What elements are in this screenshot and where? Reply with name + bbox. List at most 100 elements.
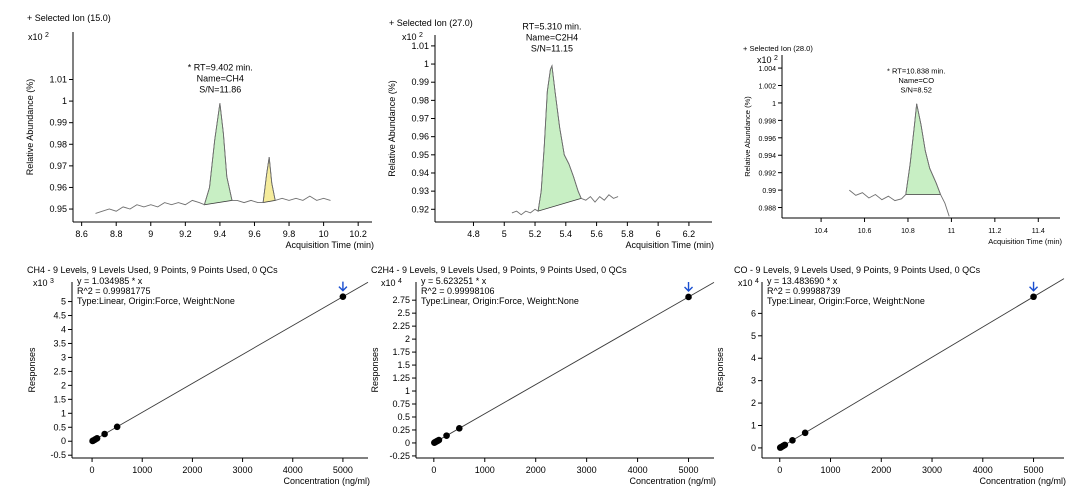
x-tick-label: 10 [319, 229, 329, 239]
y-tick-label: 1.75 [392, 347, 410, 357]
peak-annotation-line: * RT=9.402 min. [188, 62, 253, 72]
chromatogram-trace [95, 103, 331, 214]
peak-annotation-line: Name=C2H4 [526, 32, 578, 42]
y-tick-label: 0.98 [49, 139, 67, 149]
y-tick-label: 0.99 [762, 188, 776, 195]
calibration-point [93, 435, 101, 442]
y-tick-label: 1 [405, 386, 410, 396]
cal-ch4-panel: -0.5 0 0.5 1 1.5 2 2.5 3 3.5 4 4.5 5 0 1000 2000 3000 40… [27, 265, 370, 486]
y-tick-label: 1 [751, 420, 756, 430]
y-tick-label: 0.994 [758, 153, 776, 160]
x-tick-label: 5.8 [621, 229, 634, 239]
y-tick-label: 0 [751, 443, 756, 453]
x-tick-label: 1000 [475, 465, 495, 475]
y-tick-label: 1.004 [758, 66, 776, 73]
x-tick-label: 11 [948, 228, 955, 235]
selected-level-arrow-icon [1029, 281, 1039, 292]
y-multiplier: x10 4 [738, 278, 759, 288]
cal-co-panel: 0 1 2 3 4 5 6 0 1000 2000 3000 4000 5000 CO - 9 Level… [715, 265, 1066, 486]
x-tick-label: 4000 [973, 465, 993, 475]
x-tick-label: 6 [656, 229, 661, 239]
x-axis-label: Concentration (ng/ml) [283, 476, 370, 486]
x-axis-label: Concentration (ng/ml) [629, 476, 716, 486]
y-tick-label: 4 [61, 324, 66, 334]
chart-header: + Selected Ion (28.0) [743, 44, 813, 53]
x-tick-label: 4000 [283, 465, 303, 475]
x-tick-label: 1000 [821, 465, 841, 475]
y-tick-label: 1 [62, 96, 67, 106]
peak-annotation-line: S/N=11.86 [199, 84, 241, 94]
y-tick-label: 0.5 [397, 412, 410, 422]
y-tick-label: 3 [61, 352, 66, 362]
x-tick-label: 9.4 [214, 229, 227, 239]
x-tick-label: 3000 [922, 465, 942, 475]
x-axis-label: Acquisition Time (min) [285, 240, 374, 250]
x-axis-label: Acquisition Time (min) [625, 240, 714, 250]
chromatogram-trace [849, 103, 950, 217]
y-tick-label: 0.75 [392, 399, 410, 409]
fit-equation-line: Type:Linear, Origin:Force, Weight:None [77, 296, 235, 306]
y-tick-label: 1.01 [49, 75, 67, 85]
fit-equation-line: R^2 = 0.99981775 [77, 286, 151, 296]
y-tick-label: 1.25 [392, 373, 410, 383]
x-tick-label: 9.8 [283, 229, 296, 239]
y-tick-label: 0 [61, 436, 66, 446]
x-tick-label: 8.6 [75, 229, 88, 239]
calibration-fit-line [433, 281, 715, 444]
y-multiplier: x10 2 [757, 55, 778, 65]
x-axis-label: Concentration (ng/ml) [979, 476, 1066, 486]
y-tick-label: 1.002 [758, 84, 776, 91]
y-tick-label: 0.98 [411, 95, 429, 105]
y-tick-label: -0.25 [389, 451, 410, 461]
x-tick-label: 4000 [628, 465, 648, 475]
y-tick-label: 2 [751, 398, 756, 408]
fit-equation-line: Type:Linear, Origin:Force, Weight:None [767, 296, 925, 306]
y-tick-label: 0.97 [411, 114, 429, 124]
peak-annotation-line: S/N=11.15 [531, 43, 573, 53]
calibration-point [781, 441, 789, 449]
selected-level-arrow-icon [338, 281, 348, 292]
calibration-point [443, 432, 450, 439]
x-tick-label: 0 [90, 465, 95, 475]
chromatogram-trace [511, 64, 619, 216]
x-tick-label: 9.2 [179, 229, 192, 239]
y-tick-label: 2.5 [53, 366, 66, 376]
y-tick-label: 1.5 [53, 394, 66, 404]
y-tick-label: 1.5 [397, 360, 410, 370]
y-axis-label: Relative Abundance (%) [387, 80, 397, 177]
x-tick-label: 9 [148, 229, 153, 239]
y-tick-label: 0.99 [411, 77, 429, 87]
calibration-point [801, 429, 809, 437]
fit-equation-line: R^2 = 0.99998106 [421, 286, 495, 296]
y-tick-label: 1 [424, 59, 429, 69]
y-tick-label: 0.96 [49, 182, 67, 192]
y-tick-label: 0.95 [49, 204, 67, 214]
y-tick-label: 6 [751, 308, 756, 318]
fit-equation-line: y = 5.623251 * x [421, 276, 487, 286]
chrom-ch4-panel: 0.95 0.96 0.97 0.98 0.99 1 1.01 8.6 8.8 9 9.2 9.4 9.… [25, 13, 374, 250]
y-tick-label: 2 [61, 380, 66, 390]
calibration-fit-line [779, 278, 1065, 449]
peak-annotation-line: * RT=10.838 min. [887, 66, 945, 75]
x-tick-label: 1000 [132, 465, 152, 475]
x-tick-label: 3000 [233, 465, 253, 475]
fit-equation-line: Type:Linear, Origin:Force, Weight:None [421, 296, 579, 306]
x-tick-label: 4.8 [467, 229, 480, 239]
calibration-point [789, 437, 796, 444]
calibration-point [339, 293, 347, 300]
y-axis-label: Responses [370, 347, 380, 393]
y-tick-label: 0.93 [411, 186, 429, 196]
y-axis-label: Relative Abundance (%) [743, 96, 752, 177]
x-tick-label: 10.2 [349, 229, 367, 239]
y-axis-label: Responses [27, 347, 37, 393]
y-tick-label: 4.5 [53, 311, 66, 321]
x-tick-label: 6.2 [683, 229, 696, 239]
calibration-point [1030, 293, 1037, 301]
x-tick-label: 10.8 [901, 228, 915, 235]
y-tick-label: 1.01 [411, 41, 429, 51]
y-tick-label: 2.25 [392, 321, 410, 331]
y-tick-label: 2.75 [392, 295, 410, 305]
y-multiplier: x10 4 [381, 278, 402, 288]
calibration-point [113, 423, 121, 431]
